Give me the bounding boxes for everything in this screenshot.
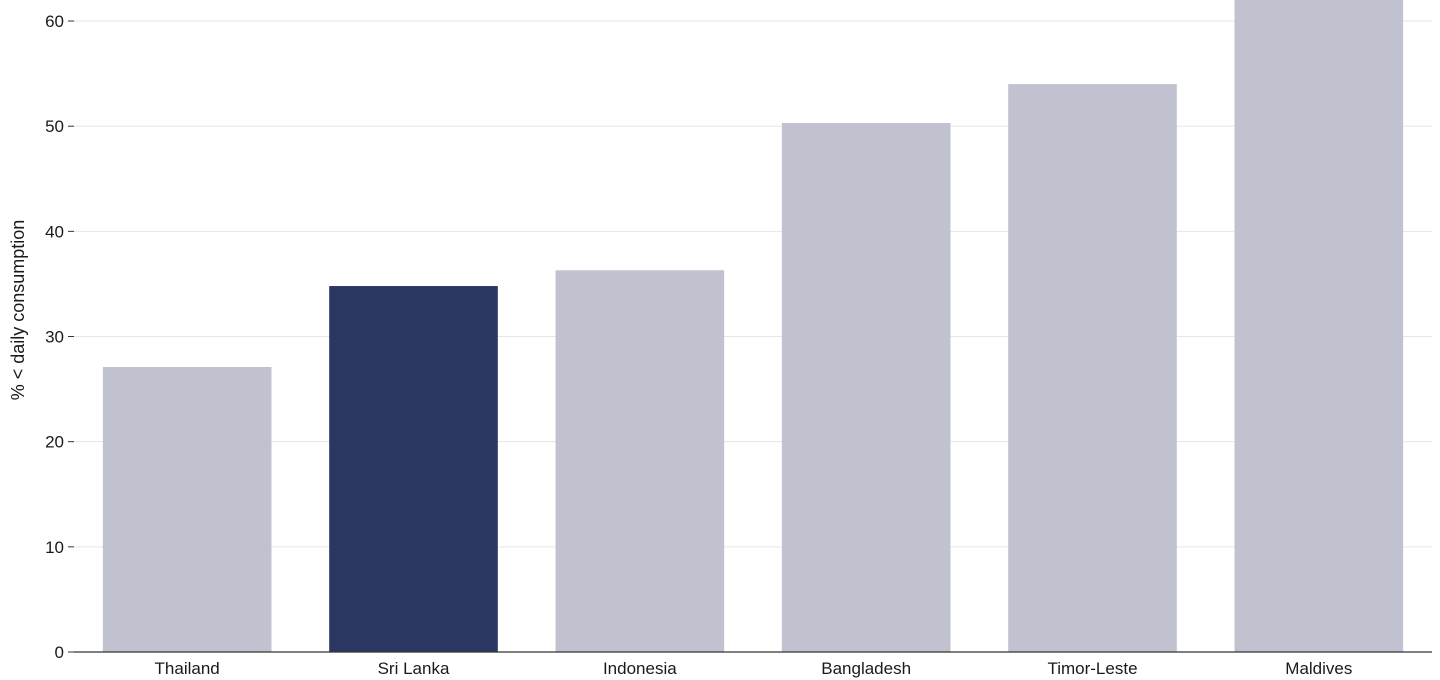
y-tick-label: 50 <box>45 117 64 136</box>
x-tick-label: Sri Lanka <box>378 659 450 678</box>
x-tick-label: Bangladesh <box>821 659 911 678</box>
y-tick-label: 60 <box>45 12 64 31</box>
bar-timor-leste <box>1008 84 1177 653</box>
y-tick-label: 10 <box>45 538 64 557</box>
tick-labels: 0 10 20 30 40 50 60 Thailand Sri Lanka Indonesia B… <box>45 12 1352 678</box>
bars <box>102 0 1404 653</box>
x-tick-label: Indonesia <box>603 659 677 678</box>
gridlines <box>74 20 1432 548</box>
x-tick-label: Timor-Leste <box>1047 659 1137 678</box>
y-tick-label: 20 <box>45 433 64 452</box>
x-tick-label: Maldives <box>1285 659 1352 678</box>
bar-bangladesh <box>781 123 951 653</box>
y-tick-label: 40 <box>45 222 64 241</box>
y-tick-label: 0 <box>55 643 64 662</box>
bar-maldives <box>1234 0 1404 652</box>
y-axis-title: % < daily consumption <box>8 220 28 401</box>
bar-indonesia <box>555 270 725 652</box>
y-tick-label: 30 <box>45 328 64 347</box>
axes <box>68 20 1432 653</box>
x-tick-label: Thailand <box>155 659 220 678</box>
bar-thailand <box>102 367 272 652</box>
bar-sri-lanka <box>329 286 498 652</box>
